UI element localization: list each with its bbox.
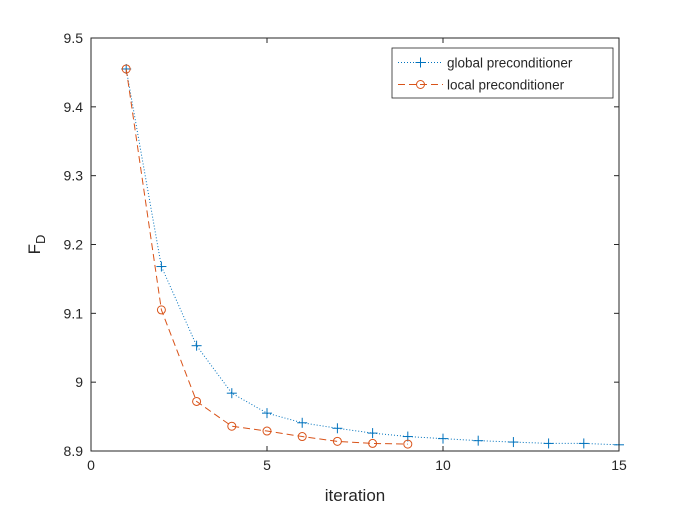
data-point-plus — [226, 388, 237, 399]
data-point-plus — [508, 437, 519, 448]
data-point-plus — [191, 340, 202, 351]
data-point-circle — [227, 421, 237, 431]
y-tick-label: 9.3 — [64, 168, 84, 184]
data-point-circle — [403, 439, 413, 449]
data-point-plus — [156, 261, 167, 272]
legend-label-global: global preconditioner — [447, 56, 573, 71]
y-tick-label: 9.2 — [64, 237, 84, 253]
data-point-circle — [121, 64, 131, 74]
ticks-layer: 0 5 10 15 8.9 9 9.1 9.2 9.3 9.4 9.5 — [64, 30, 627, 473]
x-axis-label: iteration — [325, 486, 385, 505]
x-tick-label: 0 — [87, 457, 95, 473]
x-tick-label: 15 — [611, 457, 627, 473]
y-tick-label: 9.1 — [64, 305, 84, 321]
data-point-circle — [262, 426, 272, 436]
data-point-circle — [156, 305, 166, 315]
data-point-plus — [473, 435, 484, 446]
x-tick-label: 10 — [435, 457, 451, 473]
data-point-plus — [262, 408, 272, 419]
y-tick-label: 8.9 — [64, 443, 84, 459]
legend-label-local: local preconditioner — [447, 78, 565, 93]
legend: global preconditioner local precondition… — [391, 47, 614, 99]
data-point-plus — [332, 423, 343, 434]
legend-marker-global-plus-icon — [415, 57, 426, 68]
y-tick-label: 9 — [75, 374, 83, 390]
data-point-plus — [543, 438, 554, 449]
data-point-circle — [192, 396, 202, 406]
series-layer — [121, 63, 624, 450]
plot-area — [91, 38, 619, 451]
series-line-1 — [125, 68, 408, 445]
x-tick-label: 5 — [263, 457, 271, 473]
y-tick-label: 9.4 — [64, 99, 84, 115]
legend-marker-local-circle-icon — [416, 80, 425, 89]
y-tick-label: 9.5 — [64, 30, 84, 46]
y-axis-label-subscript: D — [33, 235, 48, 244]
data-point-circle — [368, 438, 378, 448]
data-point-circle — [332, 436, 342, 446]
data-point-plus — [438, 433, 448, 444]
legend-box — [391, 47, 614, 99]
data-point-plus — [297, 417, 308, 428]
y-axis-label: FD — [25, 235, 48, 255]
data-point-plus — [367, 428, 378, 439]
y-axis-label-main: F — [25, 244, 44, 254]
data-point-plus — [578, 438, 589, 449]
data-point-circle — [297, 432, 307, 442]
